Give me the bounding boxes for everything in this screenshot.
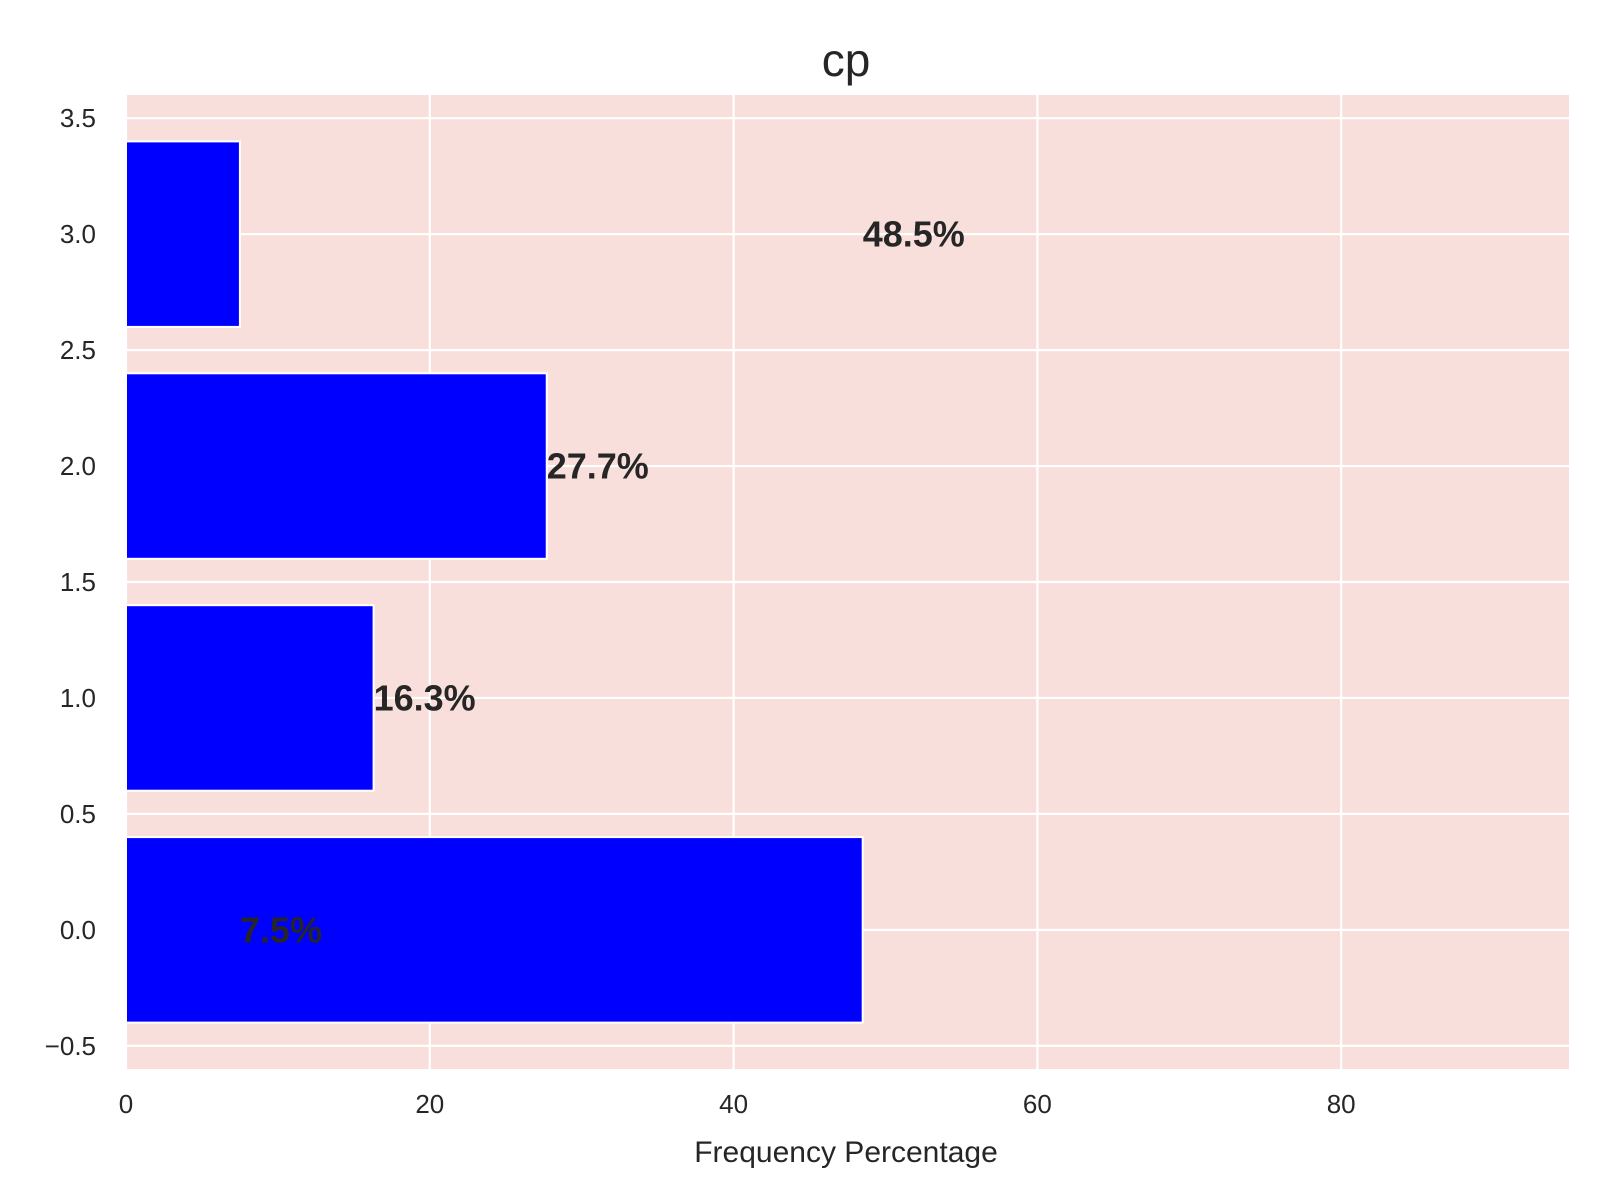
- data-label-0: 7.5%: [240, 909, 322, 950]
- y-tick-label: 3.5: [60, 103, 96, 133]
- x-tick-label: 20: [415, 1089, 444, 1119]
- y-tick-label: 1.5: [60, 567, 96, 597]
- bar-3: [125, 140, 241, 328]
- x-tick-label: 80: [1327, 1089, 1356, 1119]
- chart-title: cp: [822, 34, 871, 86]
- y-axis-ticks: −0.5 0.0 0.5 1.0 1.5 2.0 2.5 3.0 3.5: [45, 103, 96, 1061]
- y-tick-label: 0.0: [60, 915, 96, 945]
- y-tick-label: −0.5: [45, 1031, 96, 1061]
- y-tick-label: 0.5: [60, 799, 96, 829]
- x-tick-label: 60: [1023, 1089, 1052, 1119]
- y-tick-label: 3.0: [60, 219, 96, 249]
- y-tick-label: 2.5: [60, 335, 96, 365]
- data-label-2: 27.7%: [547, 446, 649, 487]
- bar-1: [125, 604, 375, 792]
- bar-0: [125, 836, 864, 1024]
- data-labels: 7.5% 16.3% 27.7% 48.5%: [240, 214, 965, 951]
- x-tick-label: 0: [119, 1089, 133, 1119]
- data-label-1: 16.3%: [374, 677, 476, 718]
- data-label-3: 48.5%: [863, 214, 965, 255]
- y-tick-label: 1.0: [60, 683, 96, 713]
- y-tick-label: 2.0: [60, 451, 96, 481]
- x-tick-label: 40: [719, 1089, 748, 1119]
- x-axis-label: Frequency Percentage: [694, 1136, 998, 1169]
- x-axis-ticks: 0 20 40 60 80: [119, 1089, 1356, 1119]
- bar-2: [125, 372, 548, 560]
- bars: [125, 140, 864, 1024]
